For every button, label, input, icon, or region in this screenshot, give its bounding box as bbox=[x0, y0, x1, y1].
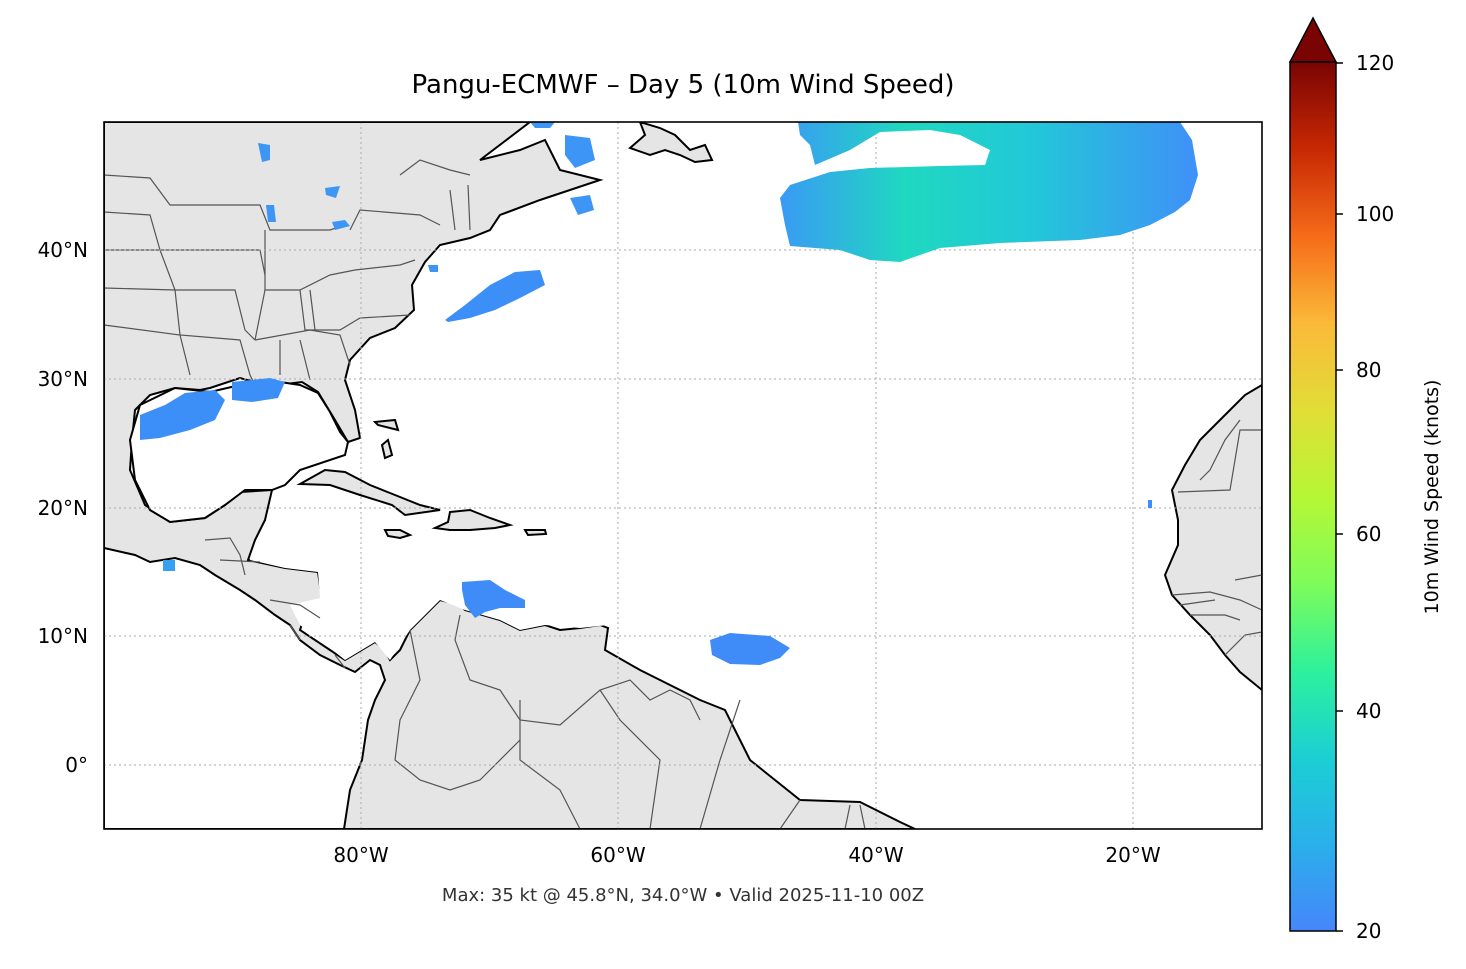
land-africa bbox=[1163, 383, 1262, 692]
colorbar-tick-20: 20 bbox=[1356, 919, 1382, 943]
wind-tropical-atlantic bbox=[710, 633, 790, 665]
y-tick-40n: 40°N bbox=[37, 238, 88, 262]
wind-speed-field bbox=[140, 122, 1198, 665]
colorbar-tick-60: 60 bbox=[1356, 522, 1382, 546]
chart-title: Pangu-ECMWF – Day 5 (10m Wind Speed) bbox=[411, 70, 955, 100]
caribbean-sea bbox=[250, 500, 608, 660]
x-tick-20w: 20°W bbox=[1105, 843, 1161, 867]
colorbar-gradient bbox=[1289, 61, 1337, 932]
plot-frame bbox=[103, 121, 1263, 830]
wind-gulf-st-lawrence bbox=[530, 122, 595, 215]
colorbar-label: 10m Wind Speed (knots) bbox=[1421, 379, 1443, 615]
x-tick-80w: 80°W bbox=[333, 843, 389, 867]
map-area bbox=[104, 122, 1262, 829]
wind-offshore-east-coast bbox=[445, 270, 545, 322]
y-tick-30n: 30°N bbox=[37, 367, 88, 391]
island-jamaica bbox=[383, 529, 413, 540]
island-puerto-rico bbox=[523, 529, 548, 537]
wind-pacific-mexico bbox=[163, 560, 175, 571]
max-valid-caption: Max: 35 kt @ 45.8°N, 34.0°W • Valid 2025… bbox=[441, 885, 925, 906]
colorbar-tick-80: 80 bbox=[1356, 358, 1382, 382]
colorbar-extend-arrow bbox=[1288, 16, 1338, 63]
wind-north-atlantic bbox=[780, 122, 1198, 262]
x-tick-60w: 60°W bbox=[590, 843, 646, 867]
island-hispaniola bbox=[431, 508, 514, 531]
x-tick-40w: 40°W bbox=[848, 843, 904, 867]
island-newfoundland bbox=[628, 122, 714, 164]
colorbar-tick-40: 40 bbox=[1356, 699, 1382, 723]
y-tick-10n: 10°N bbox=[37, 624, 88, 648]
colorbar-tick-100: 100 bbox=[1356, 202, 1395, 226]
gridlines bbox=[104, 122, 1262, 829]
wind-gulf-east bbox=[232, 378, 285, 402]
colorbar-tick-120: 120 bbox=[1356, 51, 1395, 75]
wind-gulf-west bbox=[140, 390, 225, 440]
island-bahamas bbox=[372, 418, 400, 460]
wind-caribbean bbox=[462, 580, 525, 618]
y-tick-0: 0° bbox=[65, 753, 88, 777]
admin-borders bbox=[104, 159, 1262, 829]
colorbar bbox=[1288, 16, 1343, 932]
wind-cape-verde-speck bbox=[1148, 500, 1152, 508]
y-tick-20n: 20°N bbox=[37, 496, 88, 520]
